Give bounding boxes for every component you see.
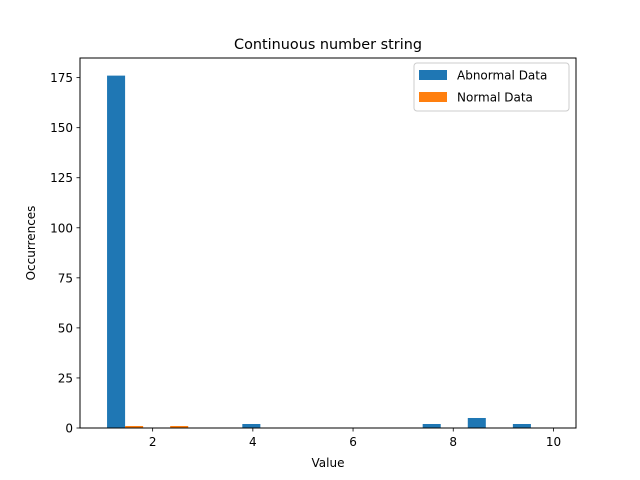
chart-title: Continuous number string [234, 37, 422, 53]
bars-group [107, 75, 531, 428]
legend-label-1: Normal Data [457, 91, 533, 105]
legend-swatch-0 [419, 70, 447, 80]
bar-series-1-0 [125, 425, 144, 428]
y-tick-label-3: 75 [58, 271, 73, 285]
x-axis: 2 4 6 8 10 [149, 428, 561, 449]
bar-series-0-4 [512, 423, 531, 428]
x-axis-label: Value [312, 456, 345, 470]
legend-box [413, 62, 570, 112]
y-tick-label-2: 50 [58, 321, 73, 335]
bar-series-0-1 [242, 423, 261, 428]
y-axis: 0 25 50 75 100 125 150 175 [50, 71, 80, 436]
legend: Abnormal Data Normal Data [413, 62, 570, 112]
x-tick-label-0: 2 [149, 435, 157, 449]
legend-swatch-1 [419, 92, 447, 102]
x-tick-label-3: 8 [449, 435, 457, 449]
y-tick-label-7: 175 [50, 71, 73, 85]
plot-frame [79, 57, 577, 429]
y-tick-label-5: 125 [50, 171, 73, 185]
x-tick-label-2: 6 [349, 435, 357, 449]
bar-series-0-0 [107, 75, 126, 428]
bar-series-1-1 [170, 425, 189, 428]
x-tick-label-4: 10 [546, 435, 561, 449]
y-tick-label-4: 100 [50, 221, 73, 235]
legend-label-0: Abnormal Data [457, 69, 547, 83]
x-tick-label-1: 4 [249, 435, 257, 449]
y-tick-label-1: 25 [58, 371, 73, 385]
y-tick-label-6: 150 [50, 121, 73, 135]
y-axis-label: Occurrences [24, 206, 38, 281]
y-tick-label-0: 0 [65, 422, 73, 436]
bar-series-0-2 [422, 423, 441, 428]
bar-series-0-3 [467, 417, 486, 428]
